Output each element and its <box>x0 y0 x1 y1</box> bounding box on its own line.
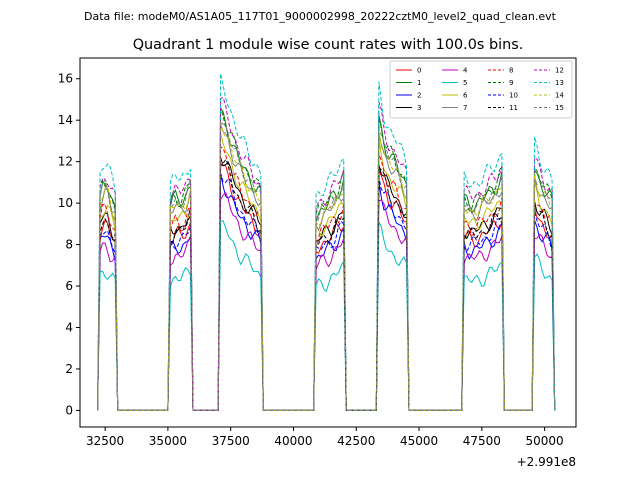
y-tick-label: 0 <box>65 403 73 417</box>
legend-label-6: 6 <box>463 92 468 100</box>
legend-label-7: 7 <box>463 104 467 112</box>
y-tick-label: 6 <box>65 279 73 293</box>
series-line-6 <box>97 133 556 411</box>
legend-label-11: 11 <box>509 104 518 112</box>
y-axis: 0 2 4 6 8 10 12 14 16 <box>58 72 80 417</box>
x-tick-label: 50000 <box>526 434 564 448</box>
x-tick-label: 42500 <box>337 434 375 448</box>
axes-frame <box>79 57 577 428</box>
data-file-caption: Data file: modeM0/AS1A05_117T01_90000029… <box>84 10 557 23</box>
y-tick-label: 12 <box>58 155 73 169</box>
legend-label-12: 12 <box>555 67 564 75</box>
x-tick-label: 32500 <box>86 434 124 448</box>
legend-label-10: 10 <box>509 92 518 100</box>
x-offset-label: +2.991e8 <box>517 455 576 469</box>
x-tick-label: 40000 <box>274 434 312 448</box>
series-line-15 <box>97 121 556 411</box>
y-tick-label: 8 <box>65 238 73 252</box>
legend-label-1: 1 <box>417 79 421 87</box>
y-tick-label: 10 <box>58 196 73 210</box>
series-line-10 <box>97 172 556 411</box>
legend-label-9: 9 <box>509 79 513 87</box>
legend-label-15: 15 <box>555 104 564 112</box>
legend-label-3: 3 <box>417 104 421 112</box>
x-axis: 32500 35000 37500 40000 42500 45000 47500 50000 <box>86 427 564 448</box>
x-tick-label: 45000 <box>400 434 438 448</box>
x-tick-label: 47500 <box>463 434 501 448</box>
legend-label-4: 4 <box>463 67 468 75</box>
plot-area <box>79 57 577 428</box>
series-line-7 <box>97 124 556 411</box>
series-line-13 <box>97 73 556 411</box>
series-layer <box>97 73 556 411</box>
y-tick-label: 14 <box>58 113 73 127</box>
series-line-5 <box>97 220 556 411</box>
chart-title: Quadrant 1 module wise count rates with … <box>133 37 524 53</box>
series-line-11 <box>97 158 556 411</box>
legend-box <box>389 60 573 119</box>
x-tick-label: 35000 <box>149 434 187 448</box>
legend-label-5: 5 <box>463 79 467 87</box>
legend-label-13: 13 <box>555 79 564 87</box>
y-tick-label: 4 <box>65 320 73 334</box>
legend-label-14: 14 <box>555 92 564 100</box>
series-line-14 <box>97 120 556 411</box>
series-line-8 <box>97 146 556 411</box>
y-tick-label: 2 <box>65 362 73 376</box>
series-line-2 <box>97 173 556 411</box>
series-line-12 <box>97 96 556 411</box>
legend-label-2: 2 <box>417 92 421 100</box>
legend-label-8: 8 <box>509 67 513 75</box>
x-tick-label: 37500 <box>212 434 250 448</box>
y-tick-label: 16 <box>58 72 73 86</box>
legend-label-0: 0 <box>417 67 421 75</box>
series-line-4 <box>97 191 556 411</box>
